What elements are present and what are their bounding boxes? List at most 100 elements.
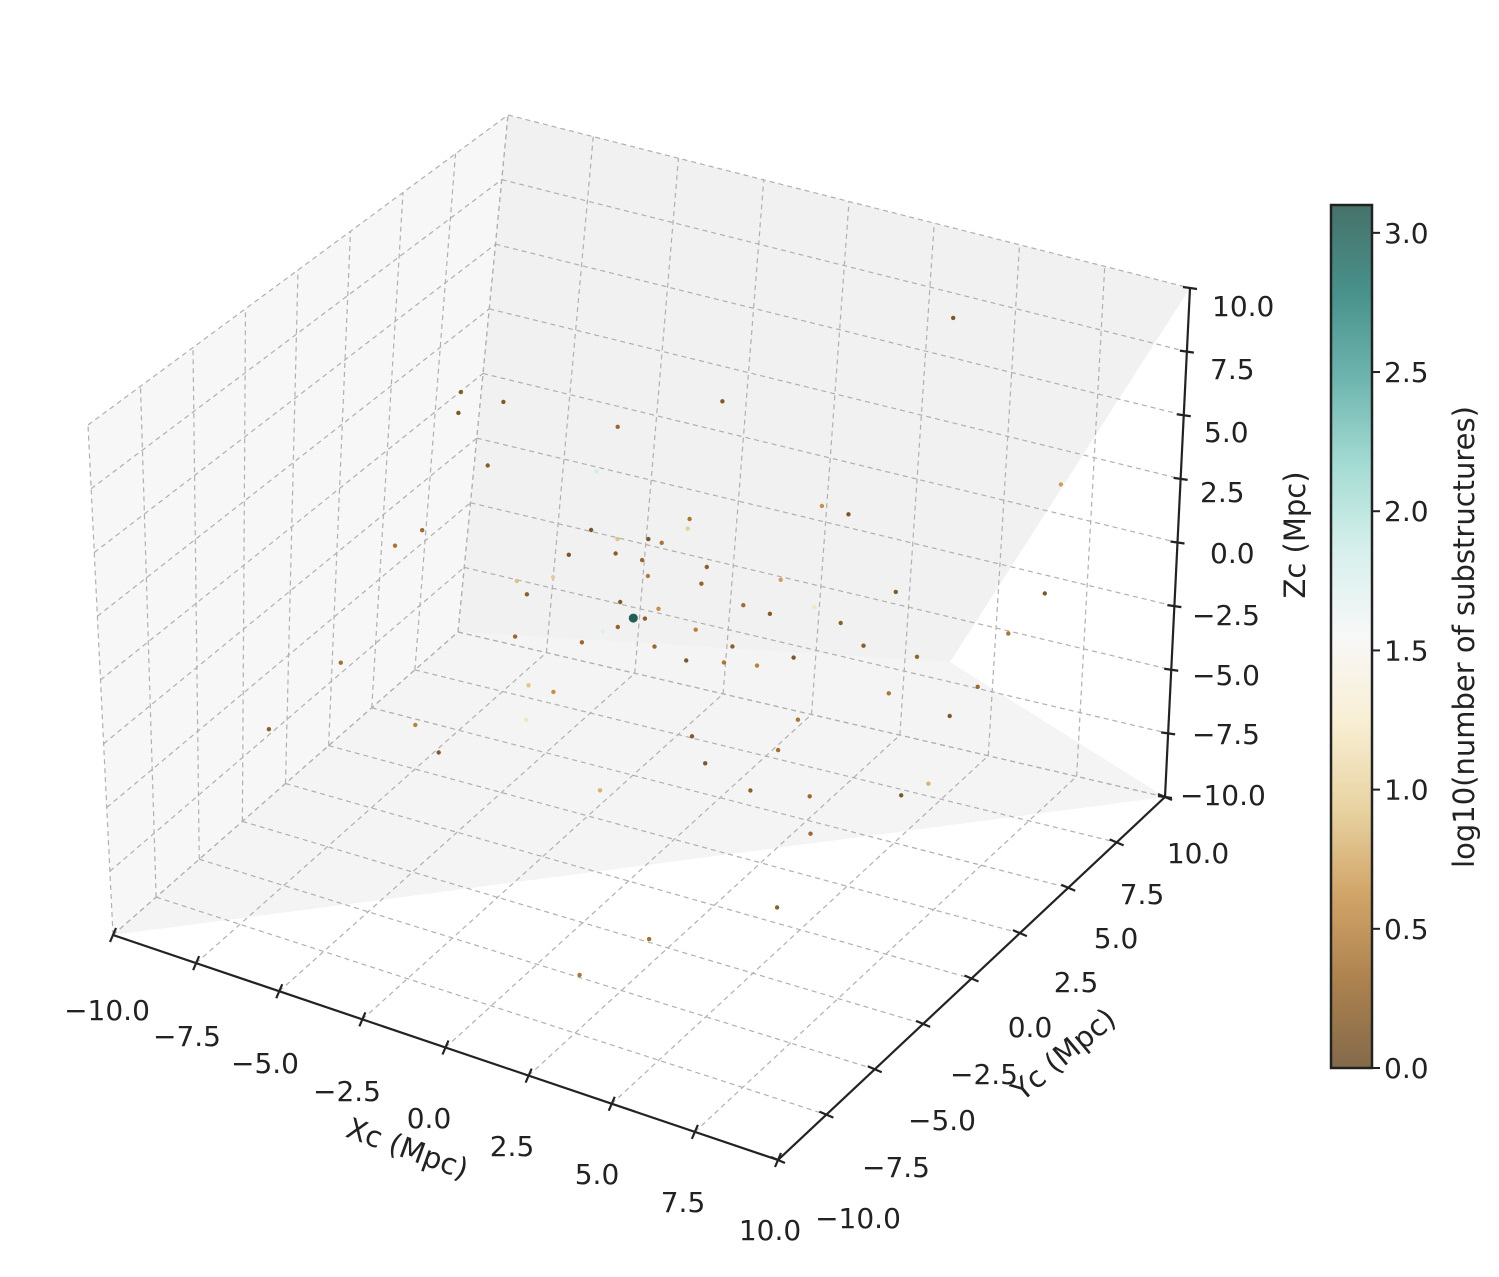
- data-point: [436, 750, 441, 755]
- data-point: [266, 727, 272, 732]
- y-tick-mark: [1109, 838, 1125, 847]
- y-tick-mark: [1060, 883, 1076, 892]
- grid-line: [810, 201, 850, 715]
- grid-line: [242, 820, 924, 1025]
- data-point: [652, 644, 657, 649]
- z-tick-mark: [1170, 540, 1185, 545]
- data-point: [639, 557, 645, 563]
- scatter-points: [266, 315, 1064, 978]
- x-tick-labels: −10.0 −7.5 −5.0 −2.5 0.0 2.5 5.0 7.5 10.…: [64, 994, 801, 1247]
- z-tick-mark: [1173, 476, 1188, 481]
- data-point: [926, 781, 931, 786]
- grid-line: [371, 707, 1069, 889]
- z-tick-mark: [1179, 349, 1195, 354]
- data-point: [628, 613, 638, 623]
- data-point: [551, 689, 556, 695]
- z-tick-label: −10.0: [1180, 779, 1266, 812]
- data-point: [893, 589, 898, 595]
- grid-line: [100, 373, 484, 681]
- colorbar: 0.0 0.5 1.0 1.5 2.0 2.5 3.0 log10(number of su…: [1329, 203, 1481, 1085]
- x-tick-label: −7.5: [153, 1020, 221, 1053]
- data-point: [703, 761, 708, 766]
- z-tick-mark: [1157, 794, 1173, 800]
- x-tick-mark: [192, 955, 201, 971]
- data-point: [685, 526, 690, 531]
- data-point: [456, 410, 461, 416]
- y-tick-mark: [818, 1110, 834, 1119]
- z-tick-label: −5.0: [1192, 659, 1260, 692]
- z-tick-label: 0.0: [1210, 537, 1255, 570]
- data-point: [819, 503, 825, 509]
- y-tick-mark: [915, 1019, 931, 1028]
- grid-line: [495, 243, 1184, 416]
- y-tick-label: 0.0: [1008, 1011, 1053, 1044]
- z-tick-mark: [1182, 285, 1198, 291]
- grid-line: [489, 308, 1181, 480]
- x-tick-mark: [690, 1124, 699, 1140]
- grid-line: [445, 714, 812, 1048]
- data-point: [420, 528, 425, 533]
- grid-line: [476, 437, 1175, 607]
- z-tick-labels: −10.0 −7.5 −5.0 −2.5 0.0 2.5 5.0 7.5 10.…: [1180, 290, 1274, 812]
- data-point: [514, 578, 519, 584]
- data-point: [886, 691, 891, 696]
- data-point: [646, 536, 651, 542]
- x-tick-label: −2.5: [313, 1075, 381, 1108]
- data-point: [767, 611, 773, 616]
- x-tick-mark: [441, 1040, 450, 1055]
- data-point: [741, 603, 746, 608]
- left-pane: [88, 115, 508, 935]
- data-point: [458, 389, 464, 395]
- x-tick-mark: [607, 1096, 616, 1112]
- grid-line: [112, 631, 459, 936]
- data-point: [861, 643, 866, 648]
- x-tick-label: −10.0: [64, 994, 150, 1027]
- z-tick-mark: [1160, 731, 1176, 736]
- x-tick-label: 5.0: [575, 1158, 620, 1191]
- grid-line: [106, 502, 471, 808]
- grid-line: [328, 745, 1021, 934]
- y-tick-label: 5.0: [1094, 922, 1139, 955]
- colorbar-tick-label: 0.5: [1384, 913, 1429, 946]
- colorbar-gradient: [1329, 203, 1374, 1070]
- data-point: [392, 543, 398, 548]
- x-tick-mark: [108, 927, 118, 943]
- y-tick-mark: [964, 974, 979, 983]
- data-point: [577, 972, 582, 978]
- grid-line: [93, 243, 496, 553]
- data-point: [721, 660, 727, 665]
- data-point: [795, 717, 801, 722]
- grid-line: [470, 502, 1172, 671]
- data-point: [615, 536, 620, 542]
- grid-line: [139, 386, 157, 898]
- colorbar-tick-label: 2.0: [1384, 495, 1429, 528]
- z-tick-mark: [1164, 667, 1179, 672]
- y-tick-label: −7.5: [862, 1151, 930, 1184]
- y-tick-label: −10.0: [815, 1202, 901, 1235]
- colorbar-label: log10(number of substructures): [1447, 406, 1481, 868]
- data-point: [684, 658, 689, 663]
- data-point: [689, 734, 695, 739]
- x-tick-label: 7.5: [661, 1186, 706, 1219]
- x-tick-label: −5.0: [231, 1047, 299, 1080]
- data-point: [975, 684, 980, 689]
- x-tick-mark: [524, 1068, 533, 1084]
- data-point: [646, 936, 652, 942]
- data-point: [775, 747, 781, 753]
- grid-line: [192, 347, 200, 860]
- z-tick-label: −7.5: [1192, 718, 1260, 751]
- data-point: [1006, 631, 1011, 636]
- data-point: [807, 794, 812, 799]
- y-tick-label: 10.0: [1167, 837, 1229, 870]
- data-point: [524, 717, 529, 723]
- grid-line: [457, 631, 1166, 798]
- data-point: [338, 660, 343, 665]
- back-pane: [458, 115, 1190, 662]
- z-tick-mark: [1176, 413, 1191, 418]
- data-point: [642, 616, 648, 621]
- z-tick-label: 5.0: [1204, 416, 1249, 449]
- x-tick-mark: [358, 1011, 367, 1027]
- y-tick-label: 2.5: [1054, 966, 1099, 999]
